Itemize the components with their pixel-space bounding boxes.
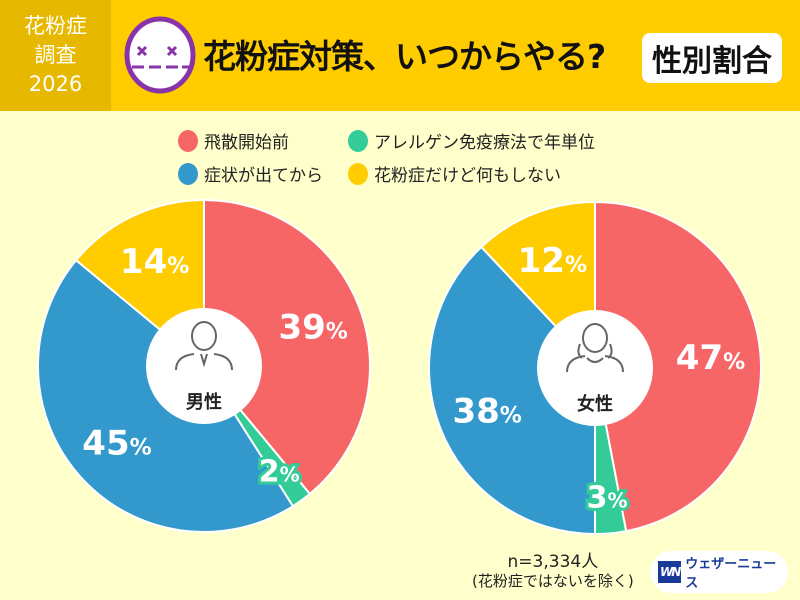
pie-data-label: 45% — [82, 424, 151, 464]
sample-exclusion: (花粉症ではないを除く) — [472, 572, 634, 590]
survey-label-line2: 調査 — [34, 43, 77, 67]
survey-year: 2026 — [28, 72, 83, 96]
pie-data-label: 3% — [587, 480, 628, 515]
legend-label: アレルゲン免疫療法で年単位 — [374, 133, 595, 153]
pie-center-label: 男性 — [186, 391, 222, 413]
female-person-icon — [566, 323, 624, 373]
dizzy-face-icon — [124, 16, 196, 94]
legend-label: 飛散開始前 — [204, 133, 289, 153]
pie-slice — [594, 200, 762, 533]
legend-item-before-season: 飛散開始前 — [178, 128, 348, 153]
legend-item-nothing: 花粉症だけど何もしない — [348, 161, 608, 186]
legend-label: 花粉症だけど何もしない — [374, 166, 561, 186]
sample-note: n=3,334人 (花粉症ではないを除く) — [472, 553, 634, 591]
pie-data-label: 47% — [676, 338, 745, 378]
page-title: 花粉症対策、いつからやる? — [203, 37, 606, 76]
pie-slice — [428, 245, 596, 536]
sample-size: n=3,334人 — [507, 552, 599, 572]
pie-data-label: 38% — [452, 392, 521, 432]
logo-text: ウェザーニュース — [685, 557, 777, 591]
pie-data-label: 14% — [120, 242, 189, 282]
legend-swatch — [178, 162, 198, 185]
pie-data-label: 12% — [518, 241, 587, 281]
legend-swatch — [348, 129, 368, 152]
legend-label: 症状が出てから — [204, 166, 323, 186]
gender-ratio-badge: 性別割合 — [642, 33, 782, 83]
pie-data-label: 39% — [278, 308, 347, 348]
legend: 飛散開始前 アレルゲン免疫療法で年単位 症状が出てから 花粉症だけど何もしない — [178, 128, 608, 186]
survey-label-line1: 花粉症 — [24, 14, 87, 38]
pie-slice — [203, 198, 371, 496]
legend-swatch — [178, 129, 198, 152]
logo-mark: WN — [658, 561, 681, 583]
pie-data-label: 2% — [259, 455, 300, 490]
survey-label: 花粉症 調査 2026 — [0, 0, 111, 111]
pie-center — [537, 310, 653, 426]
weathernews-logo: WN ウェザーニュース — [650, 551, 788, 593]
legend-swatch — [348, 162, 368, 185]
legend-item-after-symptoms: 症状が出てから — [178, 161, 348, 186]
pie-center-label: 女性 — [577, 393, 613, 415]
legend-item-immunotherapy: アレルゲン免疫療法で年単位 — [348, 128, 608, 153]
male-person-icon — [175, 321, 233, 371]
